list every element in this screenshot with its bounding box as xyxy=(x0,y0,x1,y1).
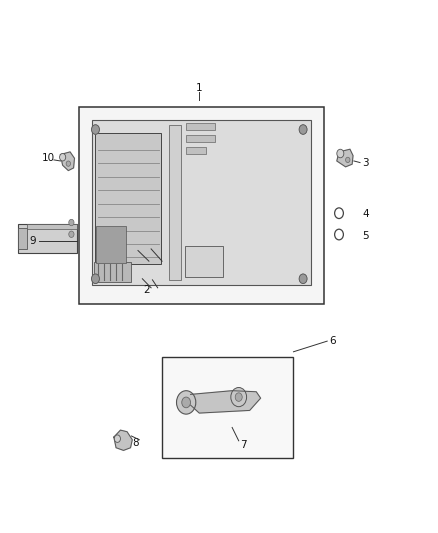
Circle shape xyxy=(69,231,74,237)
Circle shape xyxy=(69,220,74,225)
Text: 8: 8 xyxy=(132,439,139,448)
Polygon shape xyxy=(337,149,353,167)
Circle shape xyxy=(299,125,307,134)
Circle shape xyxy=(337,149,344,158)
Text: 10: 10 xyxy=(42,154,55,163)
Polygon shape xyxy=(191,391,261,413)
Circle shape xyxy=(66,161,71,166)
Text: 4: 4 xyxy=(362,209,369,219)
Circle shape xyxy=(231,387,247,407)
Text: 7: 7 xyxy=(240,440,247,450)
Bar xyxy=(18,224,77,253)
Text: 6: 6 xyxy=(329,336,336,346)
Circle shape xyxy=(177,391,196,414)
Bar xyxy=(96,226,126,263)
Bar xyxy=(185,246,223,277)
Bar xyxy=(92,120,311,285)
Circle shape xyxy=(235,393,242,401)
Circle shape xyxy=(92,274,99,284)
Bar xyxy=(27,224,77,229)
Polygon shape xyxy=(114,430,132,450)
Text: 1: 1 xyxy=(196,83,203,93)
Bar xyxy=(186,135,215,142)
Bar xyxy=(79,107,324,304)
Circle shape xyxy=(182,397,191,408)
Bar xyxy=(162,357,293,458)
Circle shape xyxy=(346,157,350,163)
Circle shape xyxy=(299,274,307,284)
Bar xyxy=(94,262,131,282)
Bar xyxy=(95,133,161,264)
Circle shape xyxy=(60,154,66,161)
Bar xyxy=(186,123,215,130)
Polygon shape xyxy=(60,152,74,171)
Bar xyxy=(186,147,206,154)
Bar xyxy=(18,228,27,249)
Text: 5: 5 xyxy=(362,231,369,240)
Circle shape xyxy=(92,125,99,134)
Circle shape xyxy=(114,435,120,442)
Bar xyxy=(169,125,181,280)
Text: 3: 3 xyxy=(362,158,369,167)
Text: 9: 9 xyxy=(29,236,36,246)
Text: 2: 2 xyxy=(143,286,150,295)
